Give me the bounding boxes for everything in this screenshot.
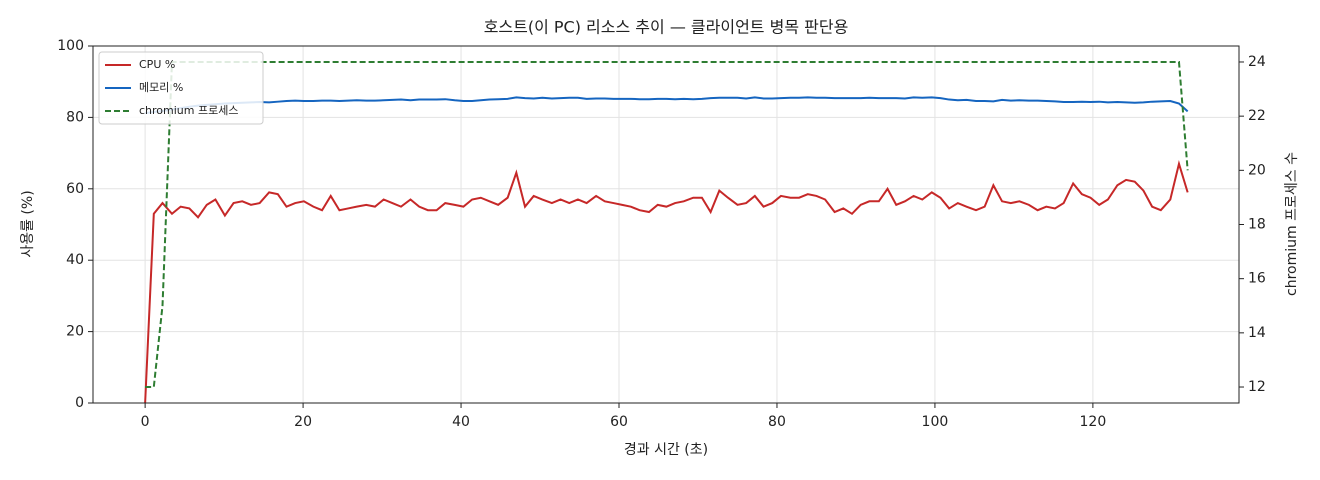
plot-frame [92, 45, 1240, 404]
x-tick-label: 100 [922, 414, 949, 430]
chart-title: 호스트(이 PC) 리소스 추이 — 클라이언트 병목 판단용 [484, 18, 849, 37]
y-axis-label: 사용률 (%) [20, 190, 36, 257]
y2-tick-label: 16 [1248, 271, 1266, 287]
y2-tick-label: 22 [1248, 108, 1266, 124]
legend-label: 메모리 % [139, 81, 183, 94]
y-tick-label: 80 [66, 109, 84, 125]
series-line [144, 160, 1189, 404]
legend-box [98, 51, 264, 125]
series-line [145, 60, 1189, 389]
y2-tick-label: 24 [1248, 54, 1266, 70]
x-tick-label: 60 [610, 414, 628, 430]
x-axis-label: 경과 시간 (초) [624, 442, 708, 458]
y-tick-label: 0 [75, 395, 84, 411]
y2-tick-label: 18 [1248, 217, 1266, 233]
x-tick-label: 0 [141, 414, 150, 430]
y-tick-label: 40 [66, 252, 84, 268]
y-tick-label: 20 [66, 324, 84, 340]
legend-label: CPU % [139, 58, 175, 71]
x-tick-label: 80 [768, 414, 786, 430]
legend: CPU % 메모리 % chromium 프로세스 [98, 51, 264, 125]
y2-tick-label: 12 [1248, 379, 1266, 395]
series-line [145, 96, 1189, 115]
y2-tick-label: 14 [1248, 325, 1266, 341]
x-tick-label: 20 [294, 414, 312, 430]
y-tick-label: 100 [57, 38, 84, 54]
x-tick-label: 40 [452, 414, 470, 430]
y2-tick-label: 20 [1248, 162, 1266, 178]
y-tick-label: 60 [66, 181, 84, 197]
x-tick-label: 120 [1080, 414, 1107, 430]
y2-axis-label: chromium 프로세스 수 [1284, 152, 1300, 296]
legend-label: chromium 프로세스 [139, 104, 238, 117]
